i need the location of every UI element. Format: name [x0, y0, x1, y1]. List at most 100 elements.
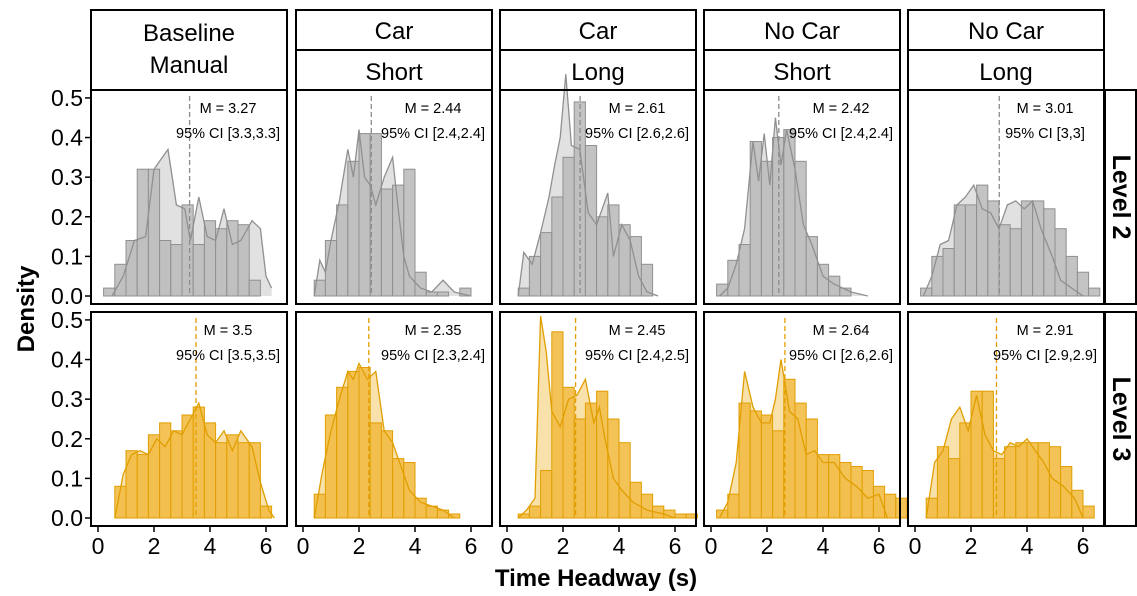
histogram-bar: [738, 244, 751, 297]
column-label-2: Short: [365, 59, 423, 86]
panel-border: [295, 89, 493, 305]
mean-annotation: M = 3.27: [200, 101, 257, 117]
histogram-bar: [347, 160, 360, 297]
column-strip-top: [499, 9, 697, 51]
histogram-bar: [1054, 228, 1067, 297]
histogram-bar: [248, 279, 261, 297]
column-label-2: Manual: [150, 52, 229, 79]
histogram-bar: [1037, 442, 1050, 519]
histogram-bar: [336, 386, 349, 519]
histogram-bar: [998, 224, 1011, 297]
column-strip-top: [907, 9, 1105, 51]
histogram-bar: [336, 204, 349, 297]
histogram-bar: [562, 386, 575, 519]
histogram-bar: [948, 458, 961, 519]
histogram-bar: [1043, 208, 1056, 297]
histogram-bar: [942, 248, 955, 297]
histogram-bar: [181, 204, 194, 297]
histogram-bar: [459, 287, 472, 297]
mean-annotation: M = 2.61: [609, 101, 666, 117]
mean-annotation: M = 2.91: [1017, 323, 1074, 339]
panel-2-1: M = 3.5 95% CI [3.5,3.5]: [90, 311, 288, 527]
histogram-bar: [540, 232, 553, 297]
histogram-bar: [895, 497, 908, 519]
histogram-bar: [727, 259, 740, 297]
histogram-bar: [517, 287, 530, 297]
row-label: Level 3: [1107, 377, 1135, 462]
panel-border: [90, 311, 288, 527]
histogram-bar: [618, 224, 631, 297]
panel-border: [295, 311, 493, 527]
panel-border: [499, 311, 697, 527]
histogram-bar: [936, 446, 950, 519]
x-tick-label: 2: [965, 533, 978, 559]
histogram-bar: [1020, 200, 1034, 297]
histogram-bar: [1015, 442, 1028, 519]
y-tick-label: 0.1: [51, 243, 83, 269]
x-tick-label: 2: [557, 533, 570, 559]
mean-annotation: M = 3.01: [1017, 101, 1074, 117]
x-tick-label: 0: [297, 533, 310, 559]
density-line: [925, 395, 1084, 519]
y-tick-label: 0.2: [51, 204, 83, 230]
row-strips: Level 2 Level 3: [1102, 89, 1137, 527]
mean-annotation: M = 2.64: [813, 323, 870, 339]
histogram-bar: [685, 513, 698, 519]
histogram-bar: [931, 255, 944, 297]
histogram-bar: [1065, 255, 1078, 297]
histogram-bar: [964, 204, 978, 297]
panel-1-3: M = 2.61 95% CI [2.6,2.6]: [499, 74, 697, 305]
histogram-bar: [414, 271, 427, 297]
column-label-1: No Car: [764, 18, 840, 45]
histogram-bar: [1082, 505, 1095, 519]
histogram-bar: [248, 442, 261, 519]
histogram-bar: [436, 509, 450, 519]
y-tick-label: 0.3: [51, 386, 83, 412]
histogram-bar: [347, 370, 360, 519]
x-tick-label: 6: [669, 533, 682, 559]
histogram-bar: [170, 244, 183, 297]
histogram-bar: [794, 402, 807, 519]
panel-border: [499, 89, 697, 305]
y-tick-label: 0.2: [51, 426, 83, 452]
y-tick-label: 0.0: [51, 505, 83, 531]
histogram-bar: [147, 434, 161, 519]
density-line: [517, 315, 676, 519]
density-line: [718, 117, 868, 297]
x-axis-title: Time Headway (s): [495, 565, 697, 592]
panel-2-5: M = 2.91 95% CI [2.9,2.9]: [907, 311, 1105, 527]
histogram-bar: [215, 442, 228, 519]
histogram-bar: [839, 462, 852, 519]
x-tick-label: 6: [873, 533, 886, 559]
histogram-bar: [816, 454, 830, 519]
y-axis-title: Density: [13, 265, 40, 352]
panel-2-4: M = 2.64 95% CI [2.6,2.6]: [703, 311, 919, 527]
histogram-bar: [794, 160, 807, 297]
histogram-bar: [562, 156, 575, 297]
histogram-bar: [976, 184, 989, 297]
histogram-bar: [1060, 466, 1073, 519]
x-tick-label: 4: [204, 533, 217, 559]
ci-annotation: 95% CI [2.6,2.6]: [585, 126, 689, 142]
histogram-bar: [436, 291, 450, 297]
panel-border: [90, 89, 288, 305]
histogram-bar: [783, 129, 796, 297]
row-strip: [1103, 311, 1137, 527]
panel-1-2: M = 2.44 95% CI [2.4,2.4]: [295, 89, 493, 305]
ci-annotation: 95% CI [3,3]: [1005, 126, 1085, 142]
ci-annotation: 95% CI [2.3,2.4]: [381, 348, 485, 364]
mean-annotation: M = 2.42: [813, 101, 870, 117]
histogram-bar: [772, 430, 785, 519]
x-tick-label: 2: [148, 533, 161, 559]
density-line: [718, 359, 889, 519]
histogram-bar: [259, 505, 273, 519]
histogram-bar: [727, 493, 740, 519]
y-tick-label: 0.4: [51, 347, 83, 373]
column-strips: Baseline Manual Car Short Car Long No Car Short…: [90, 9, 1105, 91]
histogram-bar: [1076, 271, 1090, 297]
histogram-bar: [380, 430, 394, 519]
x-tick-label: 0: [909, 533, 922, 559]
histogram-bar: [816, 263, 830, 297]
ci-annotation: 95% CI [2.9,2.9]: [993, 348, 1097, 364]
column-label-1: No Car: [968, 18, 1044, 45]
